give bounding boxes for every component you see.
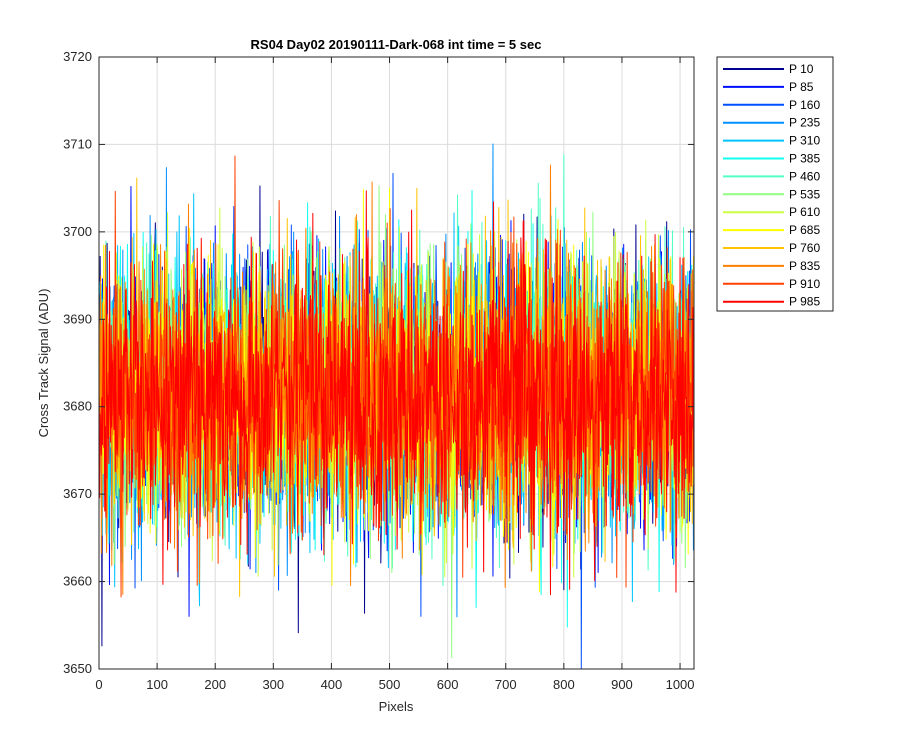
y-axis-label: Cross Track Signal (ADU) [36,289,51,438]
x-tick-label: 400 [321,677,343,692]
x-tick-label: 600 [437,677,459,692]
y-tick-label: 3720 [63,49,92,64]
x-axis-label: Pixels [379,699,414,714]
legend-label: P 10 [789,62,814,76]
legend-label: P 985 [789,295,820,309]
axis-ticks: 0 100 200 300 400 500 600 700 800 900 1000 3650 3660… [63,49,694,692]
legend-label: P 385 [789,152,820,166]
legend-label: P 835 [789,259,820,273]
y-tick-label: 3680 [63,399,92,414]
y-tick-label: 3710 [63,136,92,151]
x-tick-label: 1000 [666,677,695,692]
legend-label: P 310 [789,134,820,148]
x-tick-label: 700 [495,677,517,692]
x-tick-label: 300 [262,677,284,692]
legend-label: P 610 [789,205,820,219]
x-tick-label: 200 [204,677,226,692]
x-tick-label: 100 [146,677,168,692]
legend-label: P 760 [789,241,820,255]
legend-box [716,56,834,312]
chart-title: RS04 Day02 20190111-Dark-068 int time = … [251,37,542,52]
y-tick-label: 3660 [63,574,92,589]
x-tick-label: 900 [611,677,633,692]
legend-label: P 235 [789,116,820,130]
legend-label: P 85 [789,80,814,94]
x-tick-label: 500 [379,677,401,692]
legend: P 10 P 85 P 160 P 235 P 310 P 385 P 460 P 535 P … [716,56,834,312]
x-tick-label: 0 [95,677,102,692]
legend-label: P 685 [789,223,820,237]
legend-label: P 910 [789,277,820,291]
y-tick-label: 3700 [63,224,92,239]
series-line [98,190,695,596]
series-lines [98,143,695,670]
plot-border [98,56,695,670]
y-tick-label: 3650 [63,661,92,676]
x-tick-label: 800 [553,677,575,692]
y-tick-label: 3670 [63,486,92,501]
legend-label: P 460 [789,169,820,183]
y-tick-label: 3690 [63,311,92,326]
legend-label: P 535 [789,187,820,201]
legend-label: P 160 [789,98,820,112]
